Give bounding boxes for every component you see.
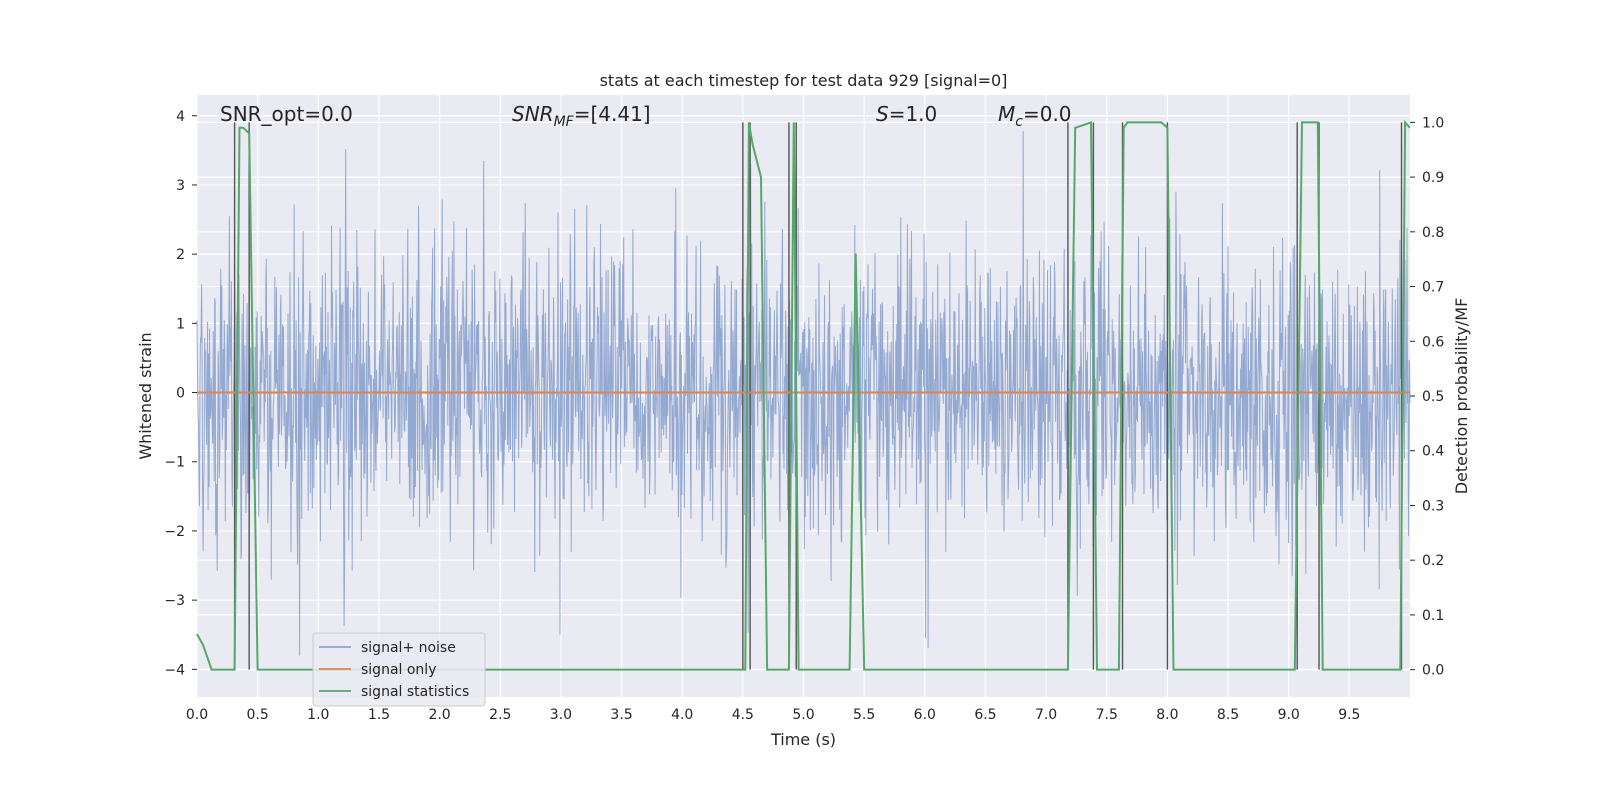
signal-statistics-series (196, 119, 1411, 671)
y-tick-label-left: −4 (164, 662, 185, 678)
y-tick-label-right: 0.5 (1422, 389, 1444, 405)
x-tick-label: 7.0 (1035, 707, 1057, 723)
annotation-snr-mf-main: SNR (512, 102, 554, 126)
y-tick-label-right: 0.3 (1422, 498, 1444, 514)
x-tick-label: 1.0 (307, 707, 329, 723)
annotation-mc-value: =0.0 (1023, 102, 1072, 126)
y-axis-label-left: Whitened strain (136, 332, 155, 459)
x-tick-label: 9.5 (1338, 707, 1360, 723)
y-tick-label-right: 1.0 (1422, 115, 1444, 131)
annotation-s-value: =1.0 (889, 102, 938, 126)
signal-noise-series (196, 131, 1411, 656)
annotation-mc-sub: c (1015, 114, 1023, 130)
signal-noise-line (196, 131, 1411, 656)
y-tick-label-left: −3 (164, 593, 185, 609)
x-axis-label: Time (s) (770, 730, 836, 749)
y-tick-label-right: 0.7 (1422, 280, 1444, 296)
legend: signal+ noise signal only signal statist… (312, 632, 486, 707)
x-tick-label: 2.0 (428, 707, 450, 723)
y-tick-label-left: 4 (176, 109, 185, 125)
x-tick-label: 9.0 (1278, 707, 1300, 723)
annotation-snr-mf: SNRMF=[4.41] (512, 102, 651, 130)
y-tick-label-right: 0.1 (1422, 608, 1444, 624)
annotation-snr-mf-value: =[4.41] (574, 102, 651, 126)
annotation-mc: Mc=0.0 (998, 102, 1072, 130)
x-tick-label: 8.0 (1156, 707, 1178, 723)
y-tick-label-left: 2 (176, 247, 185, 263)
y-tick-label-right: 0.2 (1422, 553, 1444, 569)
x-tick-label: 7.5 (1096, 707, 1118, 723)
y-tick-label-left: 1 (176, 316, 185, 332)
x-tick-label: 1.5 (368, 707, 390, 723)
y-tick-label-right: 0.0 (1422, 663, 1444, 679)
y-tick-label-left: −1 (164, 455, 185, 471)
y-tick-label-right: 0.9 (1422, 170, 1444, 186)
x-tick-label: 8.5 (1217, 707, 1239, 723)
x-tick-label: 3.5 (610, 707, 632, 723)
x-tick-label: 6.5 (974, 707, 996, 723)
x-tick-label: 3.0 (550, 707, 572, 723)
x-tick-label: 2.5 (489, 707, 511, 723)
legend-label-signal-statistics: signal statistics (361, 684, 469, 700)
x-tick-label: 5.0 (792, 707, 814, 723)
y-axis-label-right: Detection probability/MF (1452, 298, 1471, 495)
x-tick-label: 4.5 (732, 707, 754, 723)
annotation-mc-main: M (998, 102, 1015, 126)
y-tick-label-right: 0.6 (1422, 334, 1444, 350)
legend-label-signal-noise: signal+ noise (361, 640, 456, 656)
legend-box (312, 632, 486, 707)
x-tick-label: 6.0 (914, 707, 936, 723)
x-tick-label: 4.0 (671, 707, 693, 723)
y-tick-label-right: 0.4 (1422, 444, 1444, 460)
signal-statistics-line (196, 119, 1411, 671)
annotation-s-main: S (876, 102, 889, 126)
tick-labels: 0.0 0.5 1.0 1.5 2.0 2.5 3.0 3.5 4.0 4.5 5.0 5.5 6.0 6… (164, 109, 1444, 723)
annotation-snr-mf-sub: MF (554, 114, 575, 130)
chart-title: stats at each timestep for test data 929… (600, 71, 1008, 90)
annotation-s: S=1.0 (876, 102, 937, 126)
y-tick-label-left: 0 (176, 386, 185, 402)
y-tick-label-left: 3 (176, 178, 185, 194)
annotation-snr-opt: SNR_opt=0.0 (220, 102, 353, 126)
x-tick-label: 0.5 (247, 707, 269, 723)
x-tick-label: 0.0 (186, 707, 208, 723)
y-tick-label-right: 0.8 (1422, 225, 1444, 241)
x-tick-label: 5.5 (853, 707, 875, 723)
legend-label-signal-only: signal only (361, 662, 436, 678)
y-tick-label-left: −2 (164, 524, 185, 540)
